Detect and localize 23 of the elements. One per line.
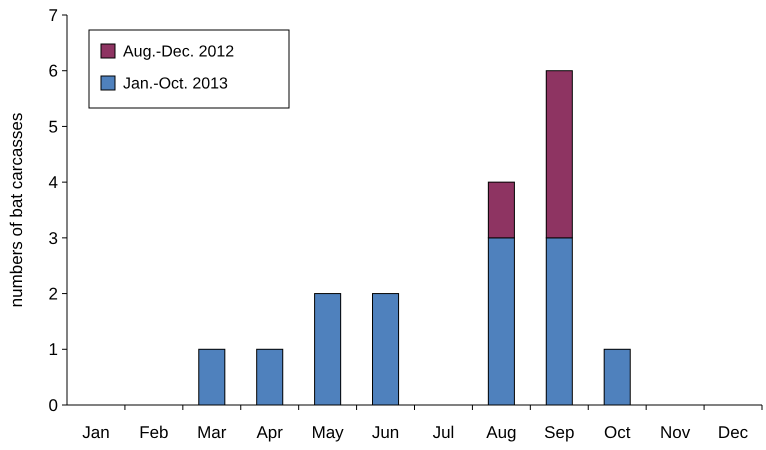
- y-tick-label: 5: [48, 117, 58, 136]
- y-tick-label: 3: [48, 228, 58, 248]
- y-tick-label: 0: [48, 396, 58, 415]
- x-tick-label: Apr: [256, 423, 284, 442]
- y-tick-label: 6: [48, 62, 58, 81]
- x-tick-label: Sep: [544, 423, 574, 442]
- x-tick-label: Jul: [432, 423, 454, 442]
- y-tick-label: 4: [48, 173, 58, 192]
- x-tick-label: Oct: [604, 423, 631, 442]
- x-tick-label: Dec: [718, 423, 749, 442]
- x-tick-label: Aug: [486, 423, 516, 442]
- x-tick-label: Feb: [139, 423, 169, 442]
- legend-label: Jan.-Oct. 2013: [123, 76, 228, 93]
- x-tick-label: May: [312, 423, 344, 442]
- y-tick-label: 7: [48, 6, 58, 25]
- legend-label: Aug.-Dec. 2012: [123, 44, 234, 61]
- x-tick-label: Jan: [82, 423, 110, 442]
- x-tick-label: Nov: [660, 423, 691, 442]
- y-tick-label: 2: [48, 284, 58, 304]
- x-tick-label: Jun: [372, 423, 400, 442]
- y-axis-title: numbers of bat carcasses: [7, 112, 26, 308]
- y-tick-label: 1: [48, 340, 58, 360]
- x-tick-label: Mar: [197, 423, 227, 442]
